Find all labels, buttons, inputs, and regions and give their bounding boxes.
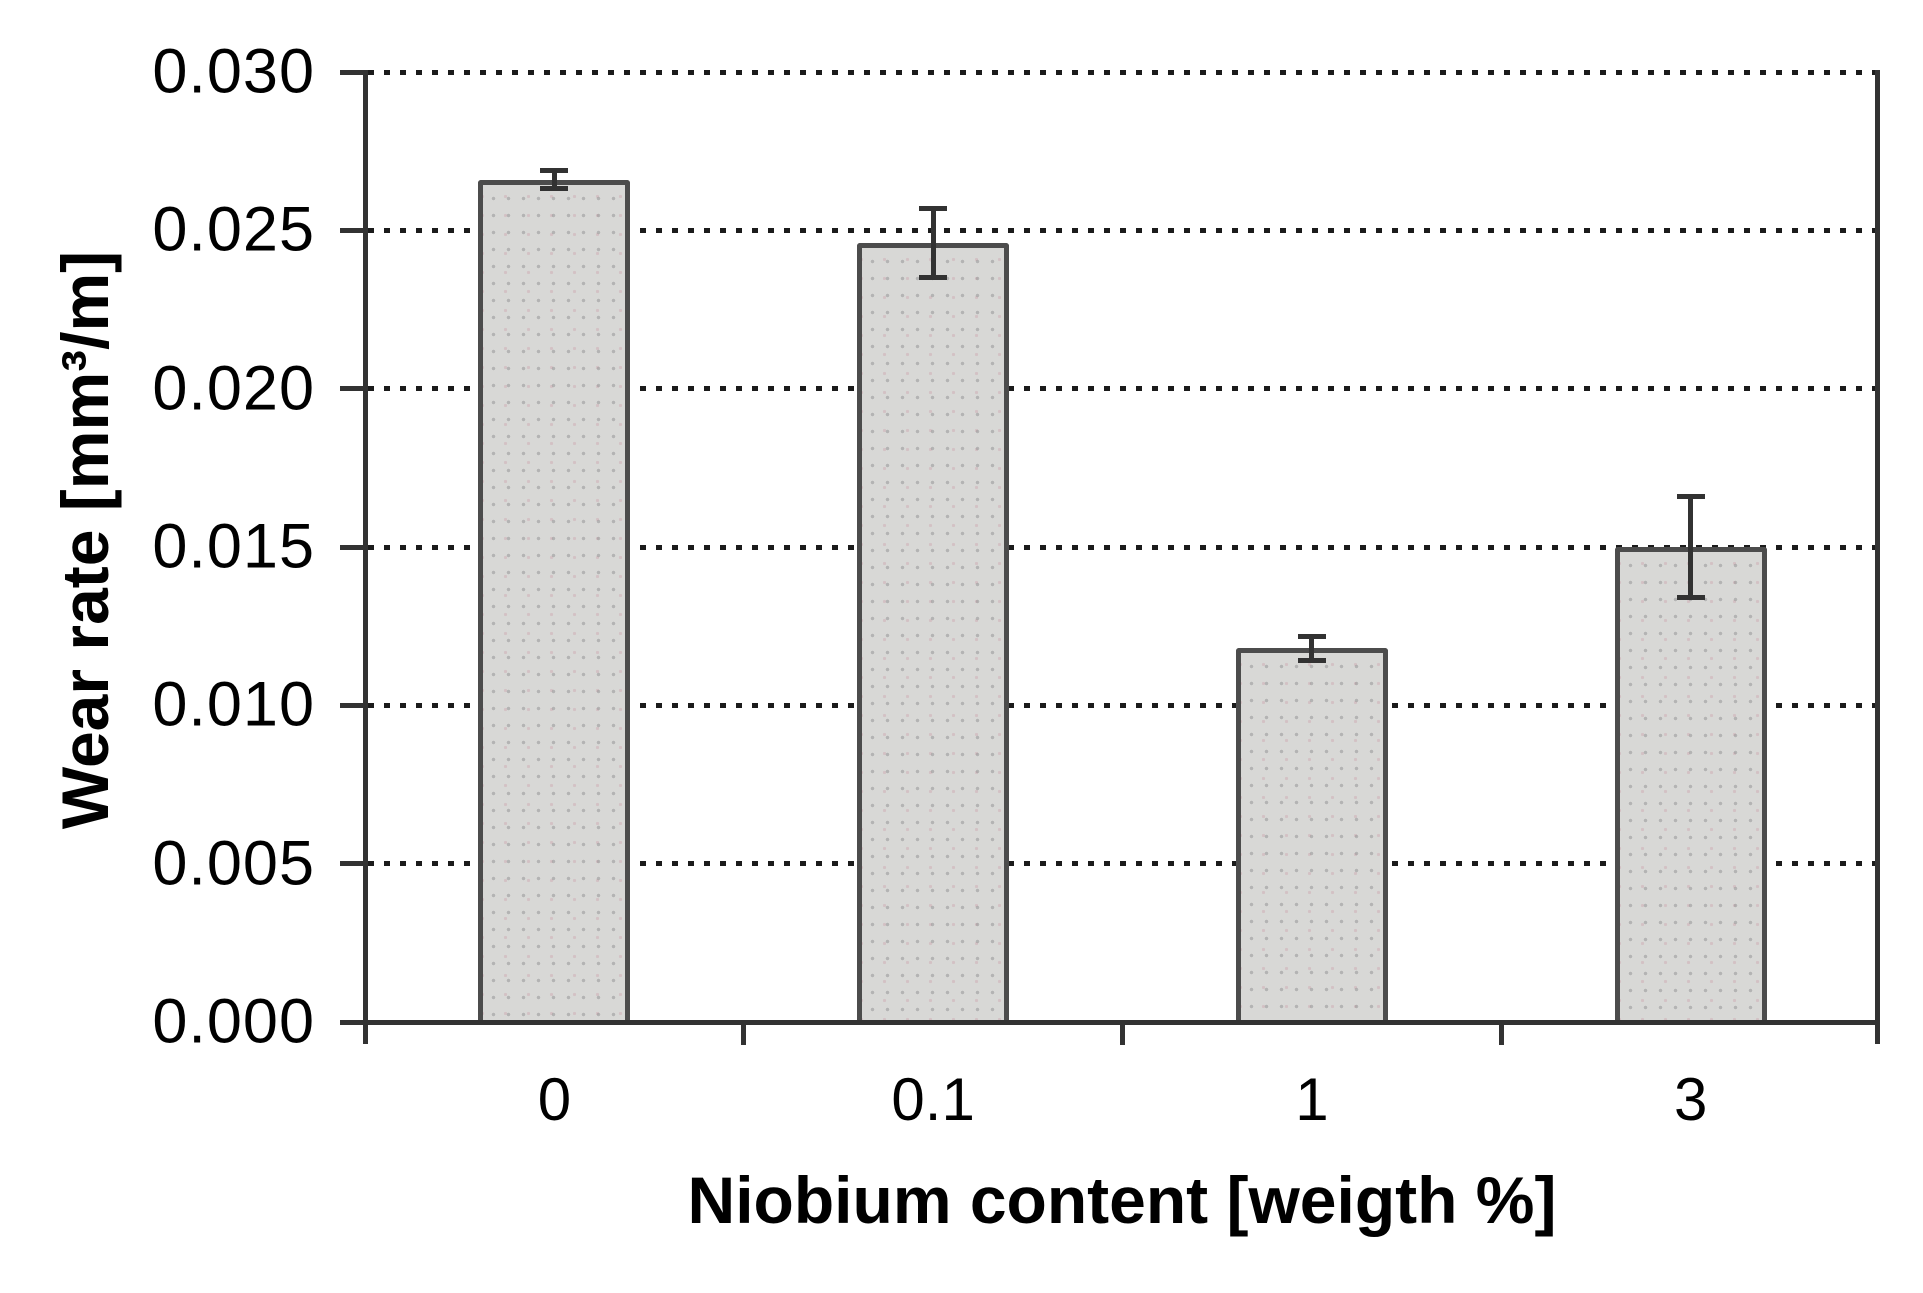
y-tick-label: 0.000 [152,986,315,1057]
gridline [368,861,1875,867]
error-bar-whisker [1309,635,1315,661]
error-bar-cap-top [1676,494,1705,500]
x-tick [1498,1024,1504,1045]
x-tick [1120,1024,1125,1045]
gridline [368,544,1875,550]
y-tick-label: 0.015 [152,511,315,582]
x-tick [741,1024,747,1045]
error-bar-whisker [930,208,936,278]
x-axis-title: Niobium content [weigth %] [687,1163,1557,1237]
gridline [368,386,1875,392]
bar [857,243,1010,1025]
plot-right-border [1875,70,1880,1044]
x-tick-label: 0 [537,1066,572,1133]
y-tick-label: 0.025 [152,194,315,265]
y-tick [340,1019,364,1025]
gridline [368,227,1875,233]
y-tick [340,861,364,867]
bar [1235,648,1388,1025]
x-tick-label: 3 [1673,1066,1708,1133]
error-bar-cap-bottom [1297,658,1326,663]
y-tick [340,386,364,392]
error-bar-cap-top [919,206,948,212]
y-tick-label: 0.030 [152,36,315,107]
error-bar-whisker [1688,496,1694,598]
gridline [368,702,1875,708]
y-tick [340,544,364,550]
y-tick-label: 0.005 [152,828,315,899]
y-tick-label: 0.020 [152,353,315,424]
error-bar-cap-bottom [1676,594,1705,600]
error-bar-cap-top [540,168,569,174]
y-axis-line [363,70,368,1044]
error-bar-cap-bottom [540,186,569,192]
gridline [368,69,1875,75]
bar [1614,547,1767,1025]
x-axis-line [363,1020,1880,1025]
y-tick [340,69,364,75]
error-bar-cap-bottom [919,274,948,280]
y-tick [340,702,364,708]
error-bar-whisker [551,170,557,190]
x-tick-label: 0.1 [891,1066,975,1133]
error-bar-cap-top [1297,633,1326,639]
x-tick-label: 1 [1295,1066,1329,1133]
y-tick [340,227,364,233]
y-tick-label: 0.010 [152,669,315,740]
